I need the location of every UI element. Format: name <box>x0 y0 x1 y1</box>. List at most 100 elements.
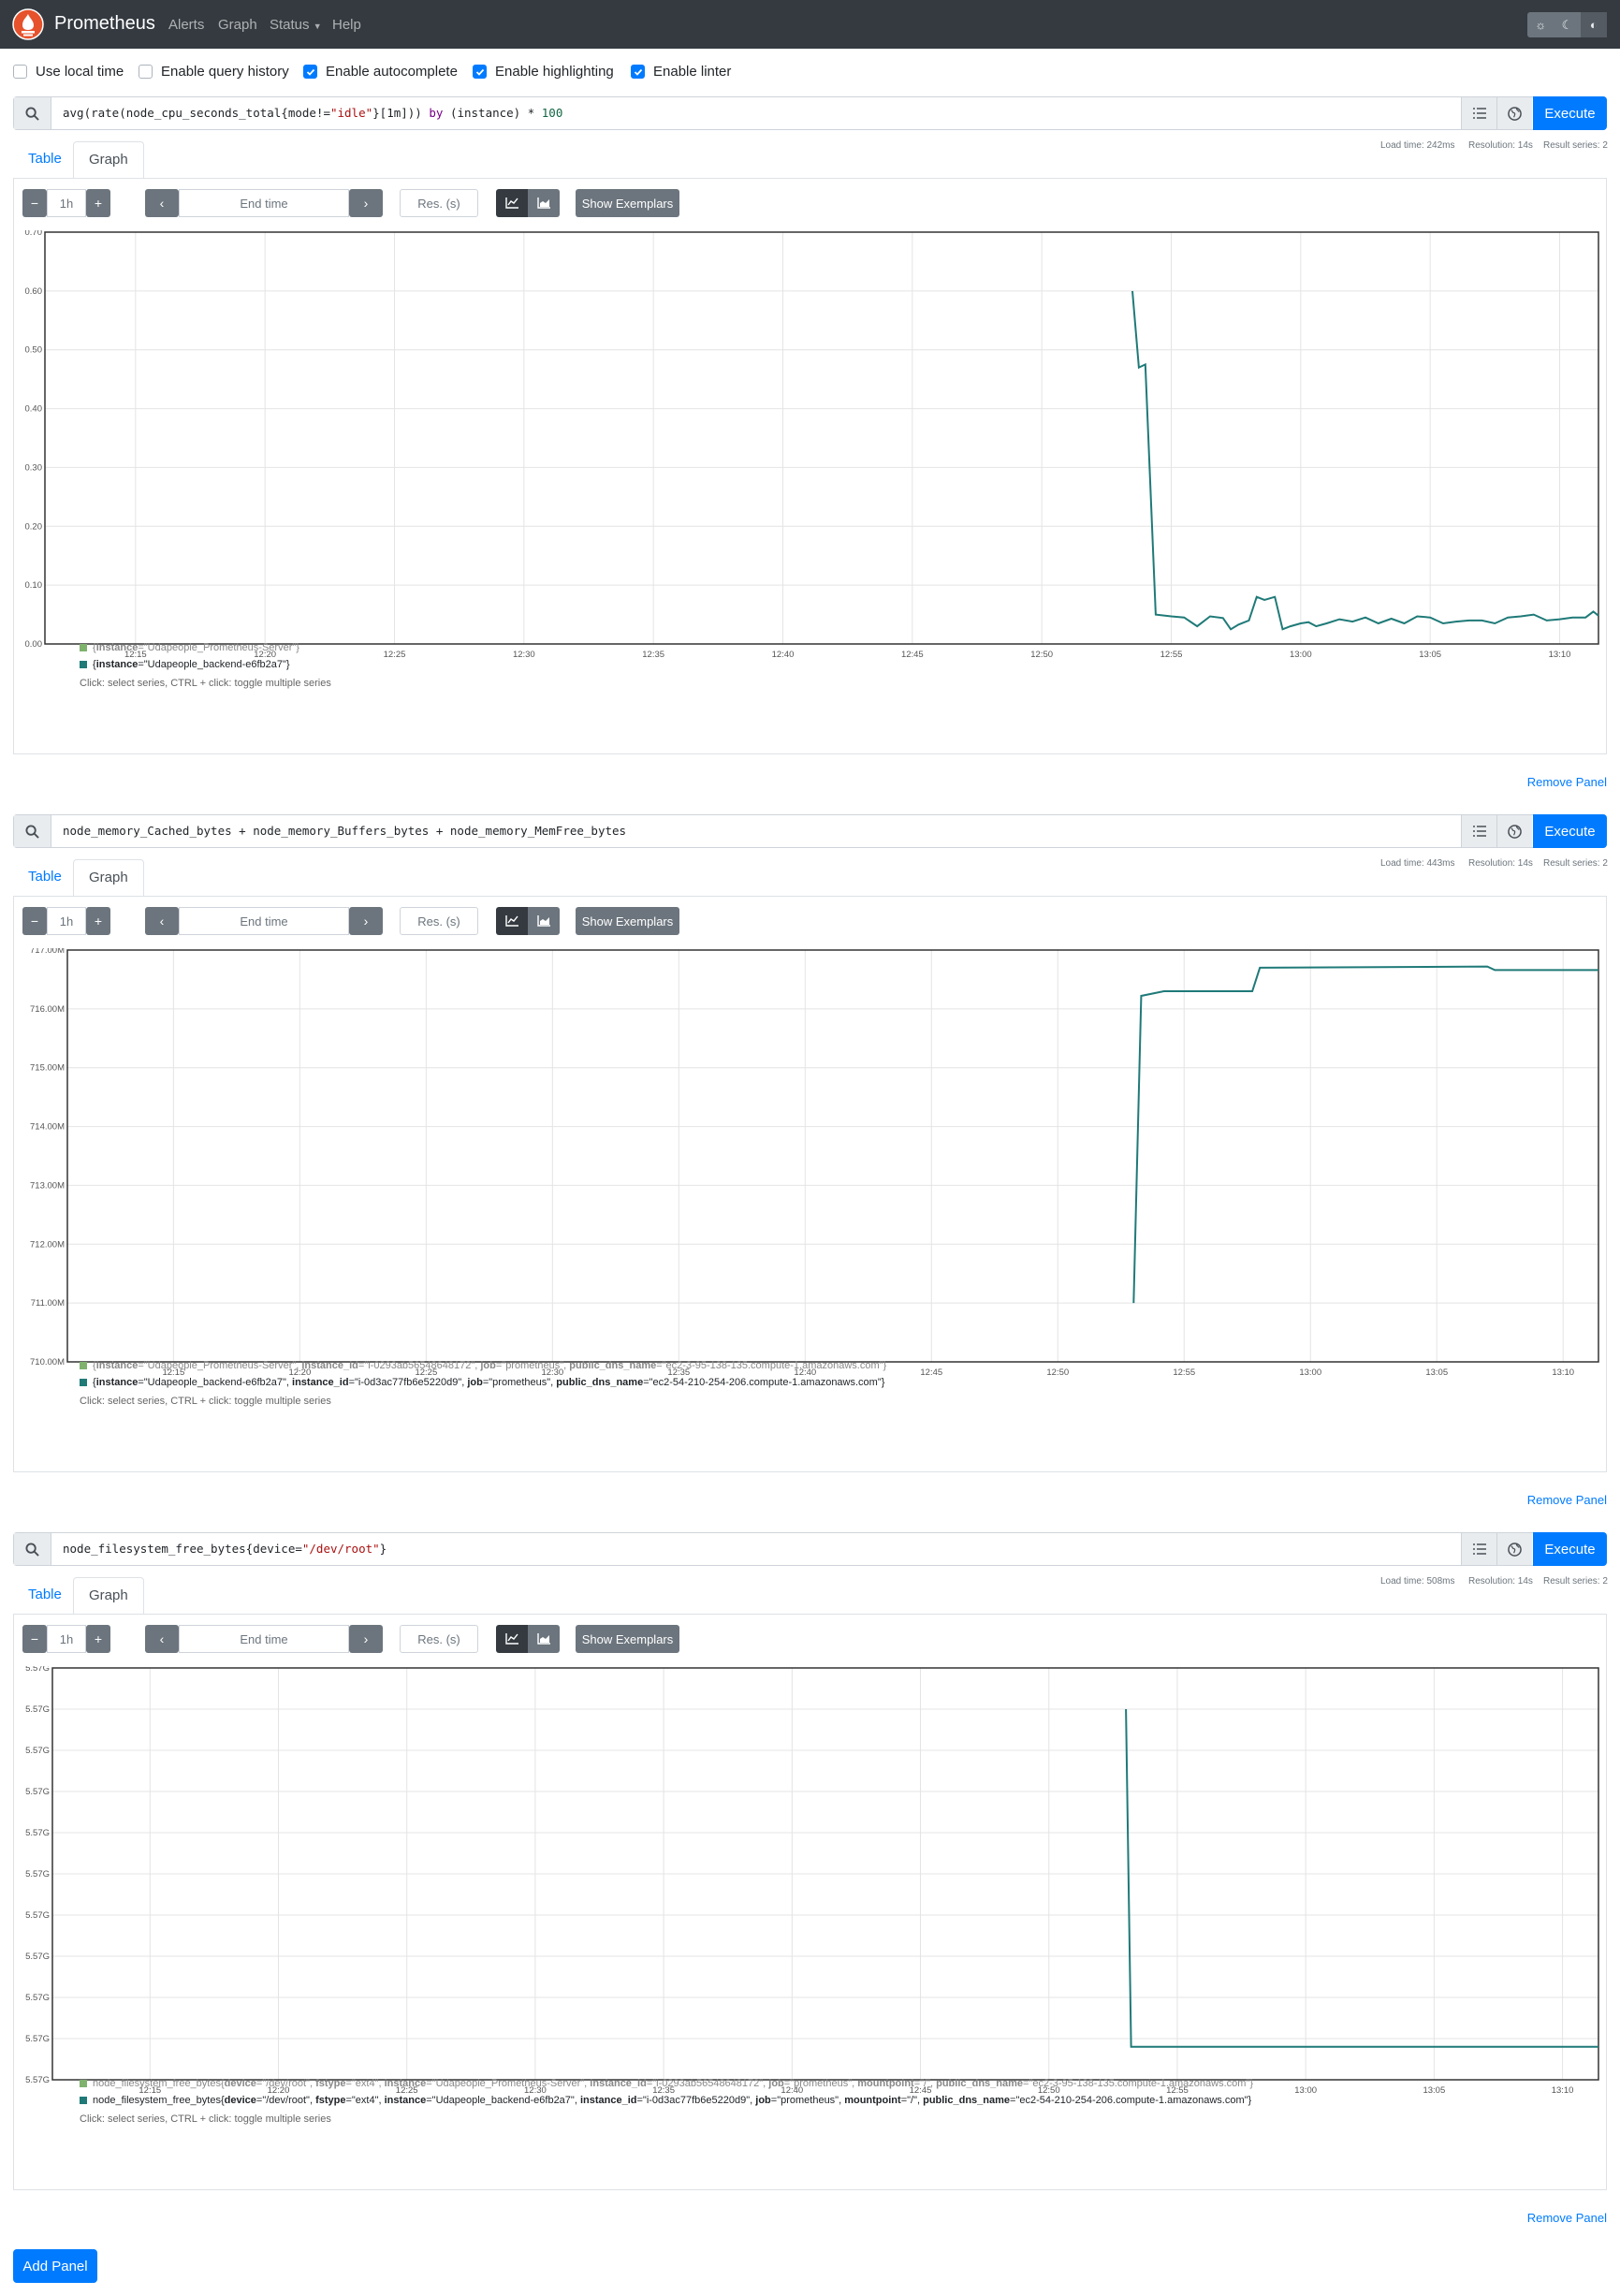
execute-button[interactable]: Execute <box>1533 96 1607 130</box>
option-highlighting[interactable]: Enable highlighting <box>473 64 614 80</box>
chevron-left-icon[interactable]: ‹ <box>145 189 179 217</box>
search-icon <box>14 815 51 847</box>
resolution-input[interactable]: Res. (s) <box>400 907 478 935</box>
highlighting-checkbox[interactable] <box>473 65 487 79</box>
line-chart-icon[interactable] <box>496 189 528 217</box>
legend-item[interactable]: node_filesystem_free_bytes{device="/dev/… <box>80 2075 1253 2092</box>
tab-table[interactable]: Table <box>28 151 62 167</box>
globe-icon[interactable] <box>1496 815 1532 847</box>
query-panel-2: node_memory_Cached_bytes + node_memory_B… <box>0 814 1620 1532</box>
legend-item[interactable]: {instance="Udapeople_Prometheus-Server",… <box>80 1357 886 1374</box>
chevron-right-icon[interactable]: › <box>349 907 383 935</box>
cpu-usage-chart[interactable]: 0.00 0.10 0.20 0.30 0.40 0.50 0.60 0.70 12:15 12:… <box>14 230 1606 670</box>
show-exemplars-button[interactable]: Show Exemplars <box>576 189 679 217</box>
y-tick-label: 0.50 <box>25 345 43 356</box>
search-icon <box>14 1533 51 1565</box>
tab-graph[interactable]: Graph <box>73 859 144 897</box>
expression-input[interactable]: node_filesystem_free_bytes{device="/dev/… <box>63 1542 387 1556</box>
line-chart-icon[interactable] <box>496 1625 528 1653</box>
tab-table[interactable]: Table <box>28 1587 62 1602</box>
range-decrease-button[interactable]: − <box>22 907 47 935</box>
y-tick-label: 5.57G <box>25 1993 50 2003</box>
navbar: Prometheus Alerts Graph Status ▼ Help ☼ … <box>0 0 1620 49</box>
series-line <box>1132 965 1598 1304</box>
x-tick-label: 12:50 <box>1030 650 1053 660</box>
x-tick-label: 12:15 <box>162 1367 184 1378</box>
legend-item[interactable]: {instance="Udapeople_Prometheus-Server"} <box>80 639 331 656</box>
linter-checkbox[interactable] <box>631 65 645 79</box>
x-tick-label: 13:00 <box>1294 2085 1317 2096</box>
tab-graph[interactable]: Graph <box>73 141 144 179</box>
expression-input[interactable]: node_memory_Cached_bytes + node_memory_B… <box>63 824 627 838</box>
range-decrease-button[interactable]: − <box>22 189 47 217</box>
nav-status[interactable]: Status ▼ <box>270 17 322 33</box>
remove-panel-link[interactable]: Remove Panel <box>1526 775 1607 789</box>
tab-graph[interactable]: Graph <box>73 1577 144 1615</box>
query-panel-1: avg(rate(node_cpu_seconds_total{mode!="i… <box>0 96 1620 814</box>
option-linter[interactable]: Enable linter <box>631 64 731 80</box>
metrics-explorer-icon[interactable] <box>1461 97 1496 129</box>
graph-box: − 1h + ‹ End time › Res. (s) Show Exempl… <box>13 1614 1607 2190</box>
metrics-explorer-icon[interactable] <box>1461 815 1496 847</box>
plot-frame <box>66 949 1599 1363</box>
sun-icon[interactable]: ☼ <box>1535 18 1547 32</box>
end-time-input[interactable]: End time <box>179 907 349 935</box>
metrics-explorer-icon[interactable] <box>1461 1533 1496 1565</box>
expression-input[interactable]: avg(rate(node_cpu_seconds_total{mode!="i… <box>63 106 563 120</box>
show-exemplars-button[interactable]: Show Exemplars <box>576 907 679 935</box>
add-panel-button[interactable]: Add Panel <box>13 2249 97 2283</box>
contrast-icon[interactable]: ◐ <box>1580 12 1607 37</box>
prometheus-logo-icon[interactable] <box>12 8 44 40</box>
tab-table[interactable]: Table <box>28 869 62 885</box>
globe-icon[interactable] <box>1496 97 1532 129</box>
remove-panel-link[interactable]: Remove Panel <box>1526 1493 1607 1507</box>
x-tick-label: 12:20 <box>288 1367 311 1378</box>
legend-hint: Click: select series, CTRL + click: togg… <box>80 2113 331 2125</box>
stacked-chart-icon[interactable] <box>528 1625 560 1653</box>
x-tick-label: 13:10 <box>1549 650 1571 660</box>
nav-help[interactable]: Help <box>332 17 361 33</box>
range-increase-button[interactable]: + <box>86 189 110 217</box>
resolution-input[interactable]: Res. (s) <box>400 1625 478 1653</box>
autocomplete-checkbox[interactable] <box>303 65 317 79</box>
chevron-left-icon[interactable]: ‹ <box>145 1625 179 1653</box>
range-input[interactable]: 1h <box>47 189 86 217</box>
globe-icon[interactable] <box>1496 1533 1532 1565</box>
option-query-history[interactable]: Enable query history <box>139 64 289 80</box>
nav-graph[interactable]: Graph <box>218 17 257 33</box>
legend-label: {instance="Udapeople_Prometheus-Server"} <box>93 642 299 653</box>
end-time-input[interactable]: End time <box>179 189 349 217</box>
execute-button[interactable]: Execute <box>1533 814 1607 848</box>
legend-item[interactable]: {instance="Udapeople_backend-e6fb2a7", i… <box>80 1374 886 1391</box>
stacked-chart-icon[interactable] <box>528 907 560 935</box>
local-time-checkbox[interactable] <box>13 65 27 79</box>
chevron-left-icon[interactable]: ‹ <box>145 907 179 935</box>
moon-icon[interactable]: ☾ <box>1561 17 1573 32</box>
x-tick-label: 12:35 <box>667 1367 690 1378</box>
remove-panel-link[interactable]: Remove Panel <box>1526 2211 1607 2225</box>
end-time-input[interactable]: End time <box>179 1625 349 1653</box>
brand-title[interactable]: Prometheus <box>54 13 155 34</box>
range-decrease-button[interactable]: − <box>22 1625 47 1653</box>
chevron-right-icon[interactable]: › <box>349 189 383 217</box>
range-input[interactable]: 1h <box>47 1625 86 1653</box>
range-increase-button[interactable]: + <box>86 1625 110 1653</box>
range-increase-button[interactable]: + <box>86 907 110 935</box>
execute-button[interactable]: Execute <box>1533 1532 1607 1566</box>
chevron-right-icon[interactable]: › <box>349 1625 383 1653</box>
range-input[interactable]: 1h <box>47 907 86 935</box>
option-autocomplete[interactable]: Enable autocomplete <box>303 64 458 80</box>
resolution-input[interactable]: Res. (s) <box>400 189 478 217</box>
option-local-time[interactable]: Use local time <box>13 64 124 80</box>
show-exemplars-button[interactable]: Show Exemplars <box>576 1625 679 1653</box>
stacked-chart-icon[interactable] <box>528 189 560 217</box>
line-chart-icon[interactable] <box>496 907 528 935</box>
filesystem-chart[interactable]: 5.57G 5.57G 5.57G 5.57G 5.57G 5.57G 5.57G 5.57G… <box>14 1666 1606 2106</box>
memory-chart[interactable]: 710.00M 711.00M 712.00M 713.00M 714.00M 715.0… <box>14 948 1606 1388</box>
query-history-checkbox[interactable] <box>139 65 153 79</box>
legend-item[interactable]: {instance="Udapeople_backend-e6fb2a7"} <box>80 656 331 673</box>
legend-swatch <box>80 644 87 651</box>
load-time: Load time: 242ms <box>1380 140 1455 151</box>
legend-item[interactable]: node_filesystem_free_bytes{device="/dev/… <box>80 2092 1253 2109</box>
nav-alerts[interactable]: Alerts <box>168 17 205 33</box>
